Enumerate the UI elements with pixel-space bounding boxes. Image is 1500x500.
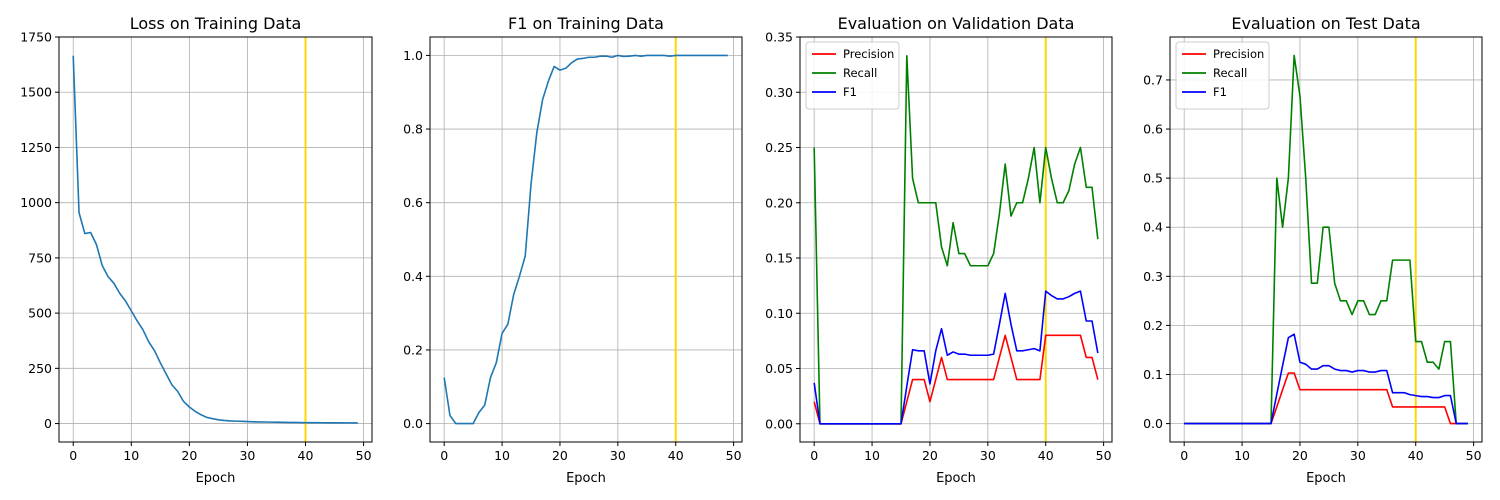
chart-0-plot-area [59,37,372,442]
chart-2-ytick-label-4: 0.20 [765,195,793,210]
chart-0-axes-frame [58,36,373,443]
chart-0-xtick-label-0: 0 [69,448,77,463]
chart-0-ytick-label-6: 1500 [20,85,52,100]
chart-2-legend-label-f1: F1 [843,85,857,99]
chart-1-title: F1 on Training Data [508,14,664,33]
chart-3-ytick-label-7: 0.7 [1143,72,1163,87]
chart-2-xtick-label-4: 40 [1038,448,1054,463]
chart-1-xtick-label-3: 30 [610,448,626,463]
chart-2-ytick-label-3: 0.15 [765,251,793,266]
chart-0-title: Loss on Training Data [130,14,302,33]
chart-3-ytick-label-0: 0.0 [1143,416,1163,431]
chart-2-legend-label-recall: Recall [843,66,877,80]
chart-0-ytick-label-1: 250 [28,361,52,376]
chart-0-ytick-label-0: 0 [44,416,52,431]
chart-0-ytick-label-5: 1250 [20,140,52,155]
chart-1-ytick-label-3: 0.6 [403,195,423,210]
chart-2-xtick-label-5: 50 [1096,448,1112,463]
chart-1-ytick-label-2: 0.4 [403,269,423,284]
chart-3-ytick-label-1: 0.1 [1143,367,1163,382]
chart-3-legend-label-precision: Precision [1213,47,1264,61]
chart-3-xtick-label-2: 20 [1292,448,1308,463]
chart-3-legend: Precision Recall F1 [1175,41,1270,110]
chart-1-xtick-label-0: 0 [440,448,448,463]
chart-0-ytick-label-3: 750 [28,250,52,265]
chart-0-ytick-label-4: 1000 [20,195,52,210]
chart-3-ytick-label-6: 0.6 [1143,122,1163,137]
chart-3-xtick-label-0: 0 [1180,448,1188,463]
chart-0-xtick-label-1: 10 [123,448,139,463]
chart-1: 0 10 20 30 40 50 0.0 0.2 0.4 0.6 0.8 1.0 F1 on Train… [403,14,743,486]
chart-2-ytick-label-7: 0.35 [765,30,793,45]
chart-2-xtick-label-1: 10 [864,448,880,463]
chart-1-ytick-label-4: 0.8 [403,122,423,137]
chart-3-title: Evaluation on Test Data [1231,14,1420,33]
chart-2-legend-label-precision: Precision [843,47,894,61]
chart-3-xlabel: Epoch [1306,471,1346,486]
chart-0-xtick-label-3: 30 [239,448,255,463]
chart-2-ytick-label-0: 0.00 [765,416,793,431]
chart-0-xtick-label-5: 50 [356,448,372,463]
chart-1-axes-frame [429,36,743,443]
chart-0-ytick-label-2: 500 [28,306,52,321]
chart-1-ytick-label-0: 0.0 [403,416,423,431]
chart-2-title: Evaluation on Validation Data [838,14,1075,33]
chart-2-ytick-label-6: 0.30 [765,85,793,100]
chart-0-series-line-0 [72,55,358,424]
chart-2-ytick-label-1: 0.05 [765,361,793,376]
chart-2-xtick-label-3: 30 [980,448,996,463]
chart-1-xtick-label-5: 50 [726,448,742,463]
chart-2-legend: Precision Recall F1 [805,41,900,110]
chart-2-ytick-label-2: 0.10 [765,306,793,321]
chart-1-ytick-label-5: 1.0 [403,48,423,63]
chart-2-series-line-f1 [813,290,1099,425]
chart-1-xtick-label-2: 20 [552,448,568,463]
chart-0-xlabel: Epoch [196,471,236,486]
chart-1-series-line-0 [443,54,728,425]
chart-0: 0 10 20 30 40 5002505007501000125015001750Los… [20,14,373,486]
chart-3-xtick-label-3: 30 [1350,448,1366,463]
chart-1-xlabel: Epoch [566,471,606,486]
chart-3-ytick-label-2: 0.2 [1143,318,1163,333]
chart-2-xlabel: Epoch [936,471,976,486]
chart-2-xtick-label-2: 20 [922,448,938,463]
chart-1-xtick-label-1: 10 [494,448,510,463]
chart-1-plot-area [430,37,742,442]
chart-2: 0 10 20 30 40 50 0.00 0.05 0.10 0.15 0.20 0.25 0.30 0… [765,14,1113,486]
chart-0-xtick-label-4: 40 [298,448,314,463]
chart-2-xtick-label-0: 0 [810,448,818,463]
chart-3-ytick-label-4: 0.4 [1143,220,1163,235]
chart-3-xtick-label-4: 40 [1408,448,1424,463]
chart-3-series-line-f1 [1184,333,1468,425]
chart-3: 0 10 20 30 40 50 0.0 0.1 0.2 0.3 0.4 0.5 0.6 0.7 Evalu… [1143,14,1483,486]
chart-1-ytick-label-1: 0.2 [403,342,423,357]
chart-3-legend-label-recall: Recall [1213,66,1247,80]
chart-2-ytick-label-5: 0.25 [765,140,793,155]
chart-3-xtick-label-5: 50 [1466,448,1482,463]
chart-3-axes-frame [1169,36,1483,443]
chart-3-ytick-label-3: 0.3 [1143,269,1163,284]
chart-1-xtick-label-4: 40 [668,448,684,463]
chart-3-legend-label-f1: F1 [1213,85,1227,99]
chart-2-axes-frame [799,36,1113,443]
chart-0-xtick-label-2: 20 [181,448,197,463]
chart-0-ytick-label-7: 1750 [20,30,52,45]
chart-3-ytick-label-5: 0.5 [1143,171,1163,186]
chart-3-xtick-label-1: 10 [1234,448,1250,463]
